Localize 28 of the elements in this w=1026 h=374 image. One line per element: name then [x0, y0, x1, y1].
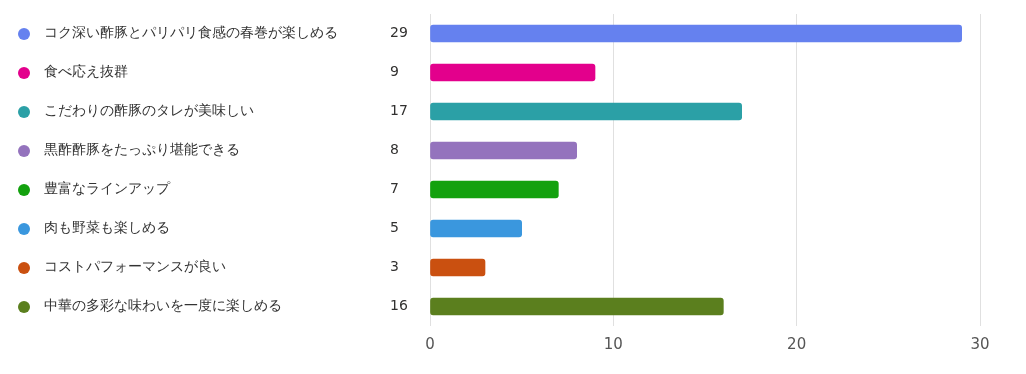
data-label: 16 [390, 297, 408, 314]
x-tick-label: 0 [425, 334, 435, 353]
data-label: 29 [390, 24, 408, 41]
data-label: 9 [390, 63, 399, 80]
y-tick-label: 肉も野菜も楽しめる [44, 219, 170, 236]
y-tick-label: コク深い酢豚とパリパリ食感の春巻が楽しめる [44, 24, 338, 41]
y-tick-label: コストパフォーマンスが良い [44, 258, 226, 275]
bar [430, 258, 486, 277]
x-tick-label: 30 [970, 334, 990, 353]
y-tick-label: 食べ応え抜群 [44, 63, 128, 80]
bar [430, 141, 577, 160]
data-label: 5 [390, 219, 399, 236]
data-label: 3 [390, 258, 399, 275]
data-label: 8 [390, 141, 399, 158]
data-label: 7 [390, 180, 399, 197]
y-tick-label: 豊富なラインアップ [44, 180, 171, 197]
bar [430, 180, 559, 199]
y-tick-label: こだわりの酢豚のタレが美味しい [44, 102, 254, 119]
bar [430, 297, 724, 316]
data-label: 17 [390, 102, 408, 119]
x-tick-label: 20 [787, 334, 807, 353]
y-tick-label: 黒酢酢豚をたっぷり堪能できる [44, 141, 240, 158]
bar [430, 24, 962, 43]
bar [430, 219, 522, 238]
x-tick-label: 10 [603, 334, 623, 353]
bar [430, 63, 596, 82]
bar [430, 102, 742, 121]
y-tick-label: 中華の多彩な味わいを一度に楽しめる [44, 297, 282, 314]
